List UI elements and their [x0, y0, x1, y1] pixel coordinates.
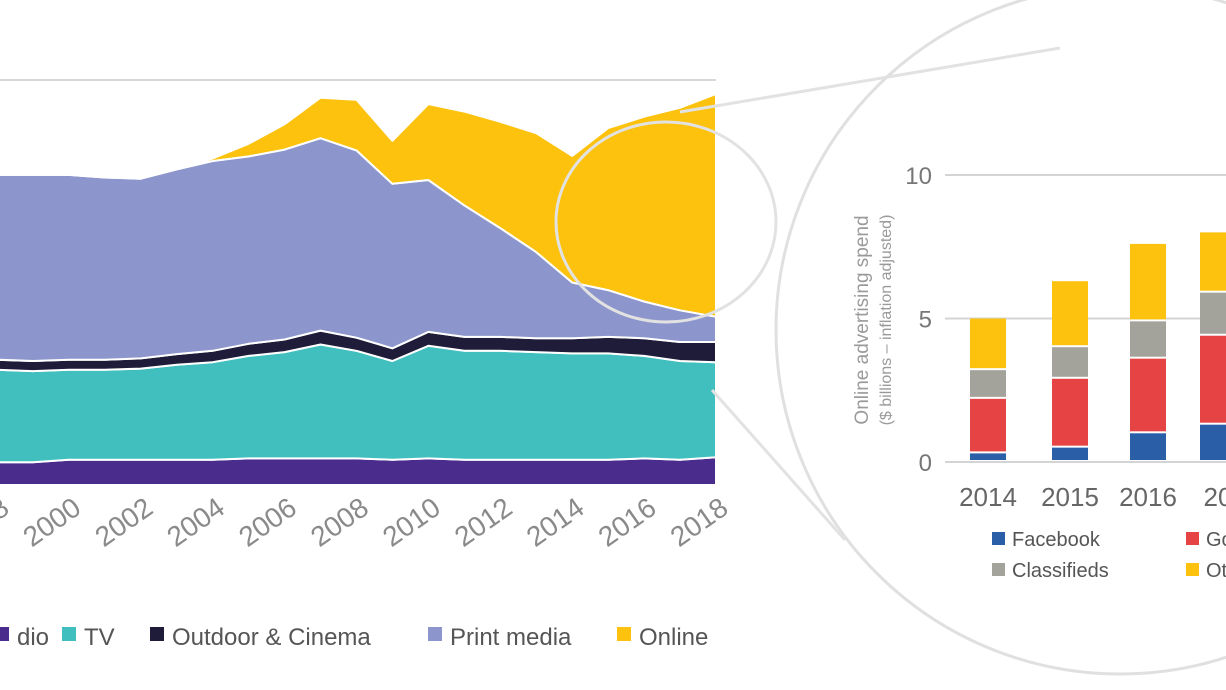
bar-x-axis: 2014 2015 2016 20 [959, 482, 1226, 512]
area-x-tick-2008: 2008 [305, 492, 374, 553]
area-series-online [0, 92, 717, 318]
bar-legend-label-go: Go [1206, 529, 1226, 551]
area-legend-label-online: Online [639, 624, 708, 651]
bar-legend-swatch-classifieds [992, 563, 1005, 576]
bar-y-axis: 0 5 10 [905, 163, 932, 477]
bar-classifieds-2016 [1130, 321, 1166, 357]
zoom-small-circle [554, 120, 778, 324]
area-x-tick-2004: 2004 [161, 492, 230, 553]
bar-ot-20 [1200, 232, 1226, 291]
bar-x-tick-20: 20 [1204, 482, 1226, 512]
bar-facebook-2014 [970, 453, 1006, 460]
area-legend-swatch-tv [62, 627, 76, 641]
area-legend-label-radio: dio [17, 624, 49, 651]
bar-legend-swatch-facebook [992, 532, 1005, 545]
area-x-tick-1998: 1998 [0, 492, 14, 553]
bar-ot-2015 [1052, 281, 1088, 346]
bar-y-axis-subtitle: ($ billions – inflation adjusted) [878, 215, 895, 426]
bar-y-axis-label: Online advertising spend ($ billions – i… [852, 215, 895, 426]
bar-y-axis-title: Online advertising spend [852, 215, 873, 424]
zoom-connector-top [679, 46, 1061, 114]
area-x-tick-2016: 2016 [593, 492, 662, 553]
bar-x-tick-2015: 2015 [1041, 482, 1099, 512]
area-x-tick-2014: 2014 [521, 492, 590, 553]
bar-legend: Facebook Go Classifieds Ot [992, 529, 1226, 582]
area-legend-swatch-online [617, 627, 631, 641]
area-x-tick-2012: 2012 [449, 492, 518, 553]
area-x-tick-2006: 2006 [233, 492, 302, 553]
bar-facebook-20 [1200, 424, 1226, 460]
area-x-axis: 1998 2000 2002 2004 2006 2008 2010 2012 2014 2016… [0, 492, 733, 553]
bar-x-tick-2016: 2016 [1119, 482, 1177, 512]
bar-ot-2016 [1130, 243, 1166, 320]
bar-y-tick-5: 5 [919, 307, 932, 334]
area-legend-swatch-outdoor-cinema [150, 627, 164, 641]
bar-go-20 [1200, 335, 1226, 423]
bar-y-tick-10: 10 [905, 163, 932, 190]
zoom-large-circle [774, 0, 1226, 676]
bar-x-tick-2014: 2014 [959, 482, 1017, 512]
bar-go-2016 [1130, 358, 1166, 432]
area-x-tick-2010: 2010 [377, 492, 446, 553]
bar-ot-2014 [970, 318, 1006, 369]
zoom-connector-bottom [710, 389, 847, 541]
area-x-tick-2002: 2002 [89, 492, 158, 553]
bar-y-tick-0: 0 [919, 450, 932, 477]
area-legend-label-print-media: Print media [450, 624, 572, 651]
area-legend-swatch-print-media [428, 627, 442, 641]
bar-go-2014 [970, 398, 1006, 452]
bar-legend-label-ot: Ot [1206, 560, 1226, 582]
area-legend: dio TV Outdoor & Cinema Print media Online [0, 624, 708, 651]
bar-legend-swatch-ot [1186, 563, 1199, 576]
bar-legend-label-classifieds: Classifieds [1012, 560, 1109, 582]
bar-legend-label-facebook: Facebook [1012, 529, 1101, 551]
area-legend-swatch-radio [0, 627, 9, 641]
area-series-radio [0, 456, 717, 486]
bar-classifieds-2014 [970, 370, 1006, 397]
bar-facebook-2015 [1052, 447, 1088, 460]
area-x-tick-2000: 2000 [17, 492, 86, 553]
bar-go-2015 [1052, 378, 1088, 446]
area-x-tick-2018: 2018 [665, 492, 734, 553]
area-legend-label-tv: TV [84, 624, 115, 651]
area-legend-label-outdoor-cinema: Outdoor & Cinema [172, 624, 371, 651]
bar-facebook-2016 [1130, 433, 1166, 460]
bar-classifieds-20 [1200, 292, 1226, 334]
area-series-group [0, 92, 717, 486]
bar-legend-swatch-go [1186, 532, 1199, 545]
bar-classifieds-2015 [1052, 347, 1088, 377]
bar-series-group [970, 232, 1226, 460]
